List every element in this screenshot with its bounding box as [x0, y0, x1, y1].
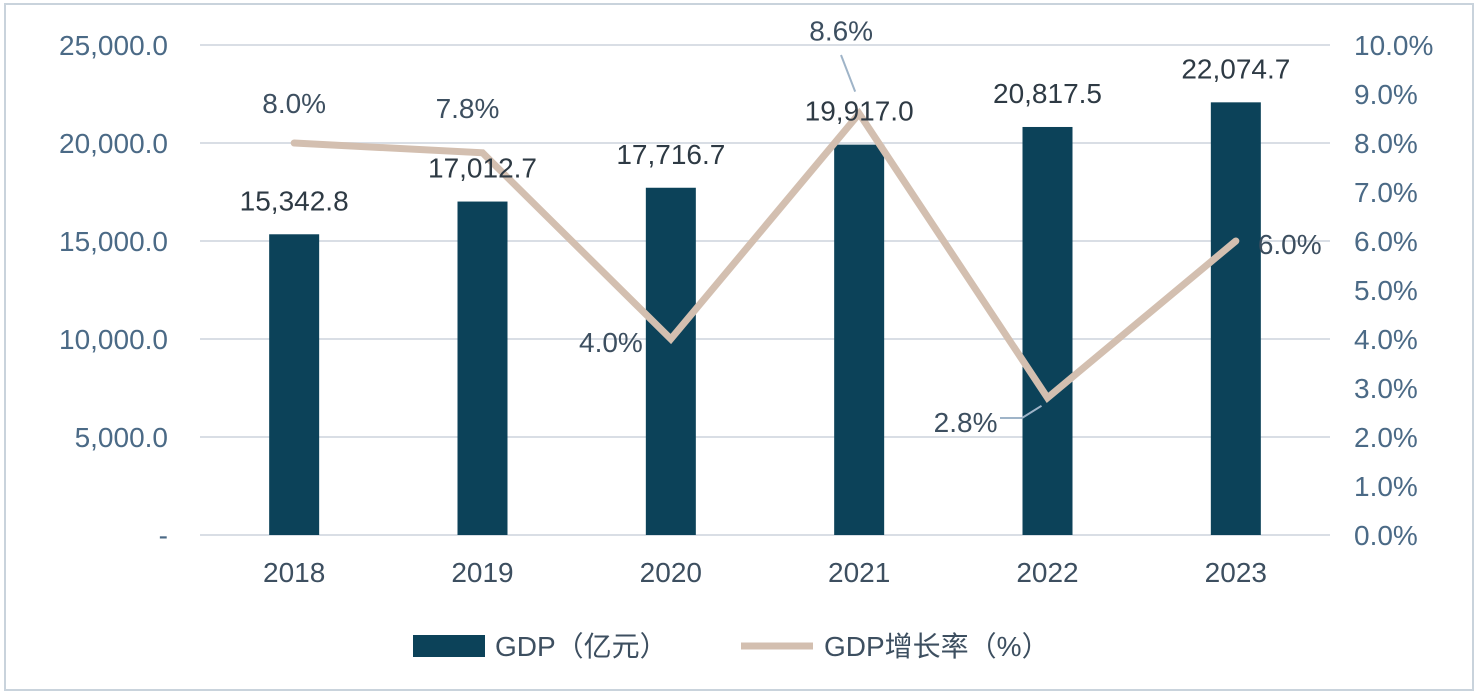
left-tick-label: -: [159, 520, 168, 551]
right-axis: 0.0% 1.0% 2.0% 3.0% 4.0% 5.0% 6.0% 7.0% 8.0% 9.0%…: [1354, 30, 1433, 551]
bar-value-label: 17,012.7: [428, 153, 537, 184]
leader-line: [840, 54, 857, 92]
gridlines: [200, 44, 1330, 536]
x-tick-label: 2021: [828, 557, 890, 588]
bar-data-labels: 15,342.8 17,012.7 17,716.7 19,917.0 20,817.5…: [240, 53, 1291, 216]
left-tick-label: 10,000.0: [59, 324, 168, 355]
growth-point: [858, 112, 861, 115]
right-tick-label: 3.0%: [1354, 373, 1418, 404]
growth-value-label: 7.8%: [436, 93, 500, 124]
leader-line: [1000, 404, 1043, 419]
x-tick-label: 2019: [451, 557, 513, 588]
bar-value-label: 22,074.7: [1181, 53, 1290, 84]
growth-line: [290, 107, 1240, 403]
right-tick-label: 5.0%: [1354, 275, 1418, 306]
right-tick-label: 2.0%: [1354, 422, 1418, 453]
right-tick-label: 8.0%: [1354, 128, 1418, 159]
legend-label-growth: GDP增长率（%）: [824, 631, 1050, 662]
bar-value-label: 20,817.5: [993, 78, 1102, 109]
line-series: [290, 107, 1240, 403]
bar: [645, 187, 696, 535]
legend: GDP（亿元） GDP增长率（%）: [413, 631, 1050, 662]
bar-value-label: 17,716.7: [616, 139, 725, 170]
right-tick-label: 4.0%: [1354, 324, 1418, 355]
growth-point: [669, 338, 672, 340]
x-tick-label: 2023: [1205, 557, 1267, 588]
bar: [269, 234, 320, 535]
right-tick-label: 1.0%: [1354, 471, 1418, 502]
left-tick-label: 5,000.0: [75, 422, 168, 453]
growth-point: [293, 142, 296, 144]
growth-value-label: 4.0%: [579, 327, 643, 358]
growth-point: [1234, 240, 1237, 242]
growth-point: [1046, 396, 1049, 399]
growth-point: [481, 151, 484, 154]
legend-label-gdp: GDP（亿元）: [495, 631, 668, 662]
left-tick-label: 25,000.0: [59, 30, 168, 61]
x-axis: 2018 2019 2020 2021 2022 2023: [263, 557, 1267, 588]
bar-value-label: 15,342.8: [240, 185, 349, 216]
bar: [1210, 102, 1261, 535]
line-data-labels: 8.0% 7.8% 4.0% 8.6% 2.8% 6.0%: [262, 16, 1321, 438]
left-tick-label: 15,000.0: [59, 226, 168, 257]
bar-series: [269, 102, 1261, 536]
left-tick-label: 20,000.0: [59, 128, 168, 159]
growth-value-label: 8.6%: [809, 16, 873, 47]
left-axis: - 5,000.0 10,000.0 15,000.0 20,000.0 25,000.0: [59, 30, 168, 551]
x-tick-label: 2022: [1016, 557, 1078, 588]
growth-value-label: 8.0%: [262, 88, 326, 119]
growth-value-label: 6.0%: [1258, 229, 1322, 260]
right-tick-label: 9.0%: [1354, 79, 1418, 110]
right-tick-label: 0.0%: [1354, 520, 1418, 551]
x-tick-label: 2018: [263, 557, 325, 588]
right-tick-label: 7.0%: [1354, 177, 1418, 208]
bar: [457, 201, 508, 535]
bar: [1022, 126, 1073, 536]
x-tick-label: 2020: [640, 557, 702, 588]
right-tick-label: 10.0%: [1354, 30, 1433, 61]
legend-swatch-gdp: [413, 635, 485, 657]
bar-value-label: 19,917.0: [805, 96, 914, 127]
growth-value-label: 2.8%: [934, 407, 998, 438]
right-tick-label: 6.0%: [1354, 226, 1418, 257]
bar: [834, 144, 885, 535]
